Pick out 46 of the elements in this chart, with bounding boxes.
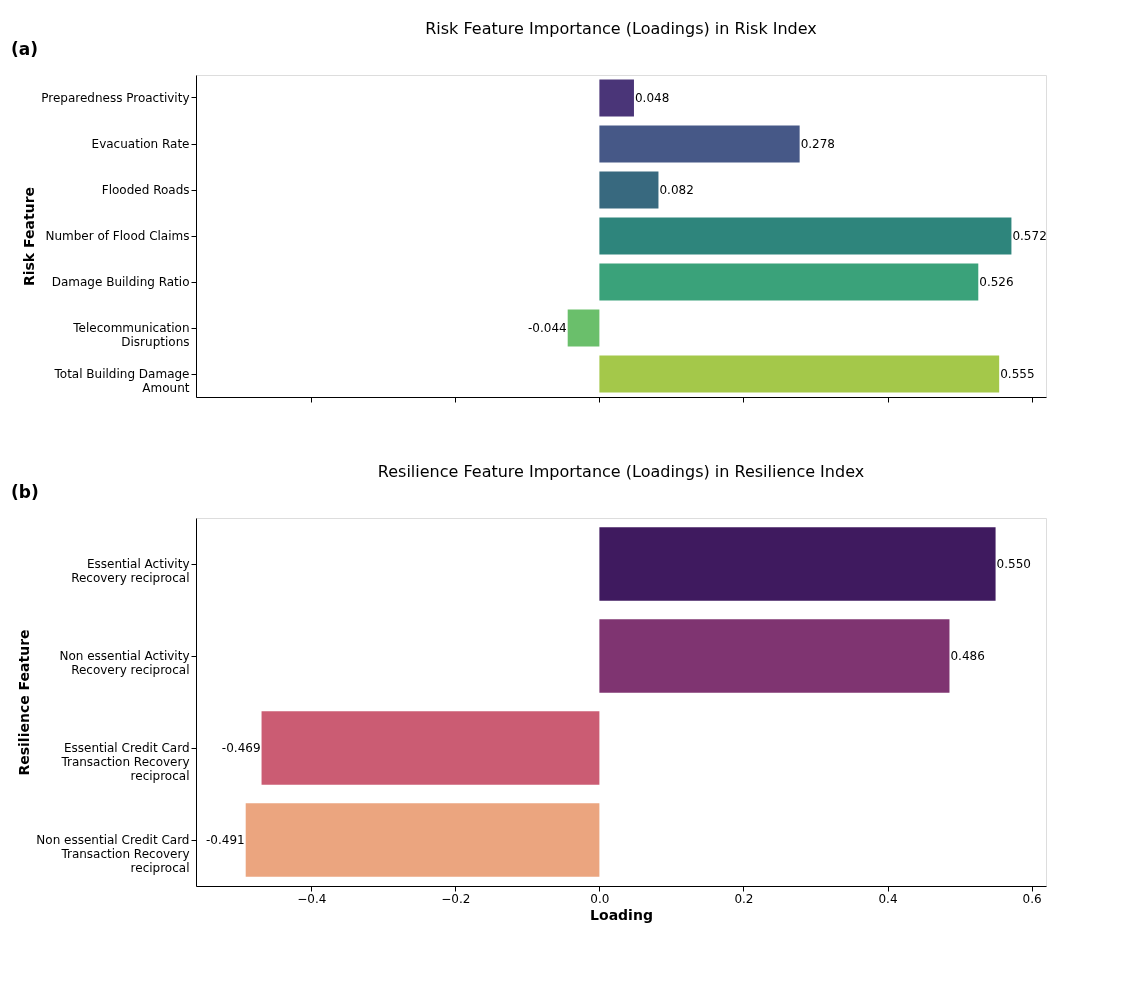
data-label: 0.278: [800, 137, 835, 151]
bar: [599, 355, 1000, 393]
x-tick-label: 0.6: [1022, 891, 1042, 906]
bar: [567, 309, 600, 347]
bar: [261, 711, 600, 785]
data-label: -0.469: [221, 741, 261, 755]
data-label: 0.526: [979, 275, 1014, 289]
bar: [599, 79, 634, 117]
y-tick-label: Preparedness Proactivity: [41, 91, 190, 105]
data-label: 0.555: [1000, 367, 1035, 381]
bar: [599, 217, 1012, 255]
data-label: -0.491: [206, 833, 245, 847]
data-label: 0.572: [1012, 229, 1047, 243]
data-label: 0.550: [996, 557, 1031, 571]
data-label: -0.044: [528, 321, 567, 335]
bar: [245, 803, 600, 877]
x-tick-label: −0.4: [297, 891, 327, 906]
y-tick-label: Flooded Roads: [101, 183, 190, 197]
x-axis-title: Loading: [590, 906, 653, 923]
y-tick-label: Essential Activity Recovery reciprocal: [71, 557, 190, 585]
x-tick-label: 0.2: [734, 891, 754, 906]
y-tick-label: Evacuation Rate: [91, 137, 190, 151]
y-tick-label: Non essential Activity Recovery reciprocal: [59, 649, 190, 677]
data-label: 0.082: [659, 183, 694, 197]
bar: [599, 527, 996, 601]
x-tick-label: −0.2: [441, 891, 471, 906]
y-axis-title: Resilience Feature: [16, 629, 33, 776]
chart-title: Resilience Feature Importance (Loadings) in Resilience Index: [377, 462, 865, 481]
y-tick-label: Number of Flood Claims: [45, 229, 190, 243]
bar: [599, 125, 800, 163]
x-tick-label: 0.4: [878, 891, 898, 906]
y-axis-title: Risk Feature: [21, 186, 38, 287]
data-label: 0.486: [950, 649, 985, 663]
y-tick-label: Total Building Damage Amount: [53, 367, 190, 395]
y-tick-label: Telecommunication Disruptions: [72, 321, 190, 349]
data-label: 0.048: [634, 91, 670, 105]
y-tick-label: Essential Credit Card Transaction Recovery reciprocal: [60, 741, 190, 783]
bar: [599, 619, 950, 693]
y-tick-label: Non essential Credit Card Transaction Recovery reciprocal: [36, 833, 190, 875]
text: (b): [11, 482, 39, 502]
chart-title: Risk Feature Importance (Loadings) in Risk Index: [425, 19, 817, 38]
bar: [599, 263, 979, 301]
text: (a): [11, 39, 39, 59]
y-tick-label: Damage Building Ratio: [51, 275, 190, 289]
bar: [599, 171, 659, 209]
x-tick-label: 0.0: [590, 891, 610, 906]
